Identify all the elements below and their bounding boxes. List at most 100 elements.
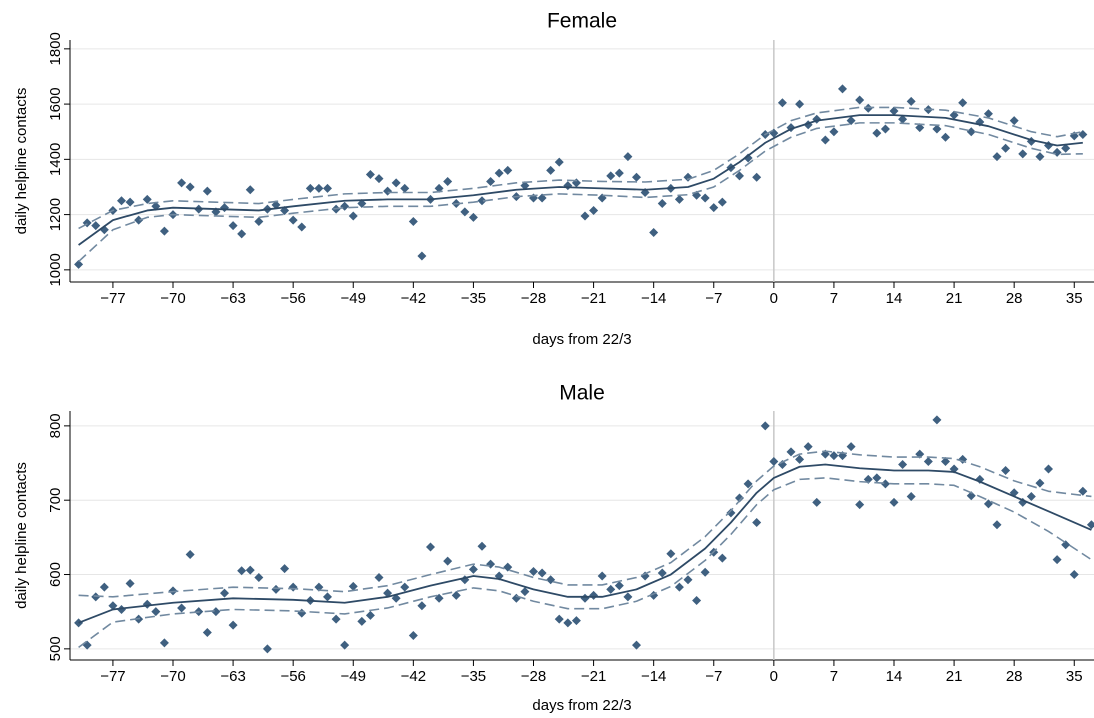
data-point [580, 593, 590, 603]
data-point [846, 442, 856, 452]
y-tick-label: 1600 [47, 87, 64, 120]
data-point [632, 640, 642, 650]
ci-upper [78, 450, 1092, 598]
data-point [795, 454, 805, 464]
x-tick-label: −28 [521, 668, 546, 685]
data-point [966, 127, 976, 137]
data-point [323, 183, 333, 193]
data-point [743, 153, 753, 163]
data-point [855, 95, 865, 105]
x-tick-label: −63 [220, 290, 245, 307]
data-point [297, 222, 307, 232]
data-point [803, 442, 813, 452]
data-point [717, 197, 727, 207]
data-point [889, 497, 899, 507]
x-tick-label: −49 [341, 290, 366, 307]
data-point [735, 171, 745, 181]
data-point [649, 228, 659, 238]
data-point [1001, 465, 1011, 475]
data-point [623, 592, 633, 602]
data-point [606, 171, 616, 181]
data-point [262, 644, 272, 654]
data-point [966, 491, 976, 501]
chart-title: Male [559, 382, 605, 405]
data-point [280, 564, 290, 574]
data-point [941, 132, 951, 142]
data-point [872, 128, 882, 138]
x-tick-label: −35 [461, 668, 486, 685]
x-tick-label: −56 [280, 290, 305, 307]
x-axis-label: days from 22/3 [532, 331, 631, 348]
data-point [752, 172, 762, 182]
data-point [348, 581, 358, 591]
y-tick-label: 1000 [47, 253, 64, 286]
x-tick-label: 21 [946, 290, 963, 307]
data-point [185, 549, 195, 559]
x-tick-label: −56 [280, 668, 305, 685]
data-point [657, 199, 667, 209]
fit-line [78, 114, 1083, 246]
data-point [546, 165, 556, 175]
data-point [537, 568, 547, 578]
x-tick-label: −70 [160, 290, 185, 307]
data-point [1035, 478, 1045, 488]
y-tick-label: 600 [47, 562, 64, 587]
data-point [511, 593, 521, 603]
data-point [331, 614, 341, 624]
data-point [503, 562, 513, 572]
data-point [906, 491, 916, 501]
data-point [357, 199, 367, 209]
data-point [898, 114, 908, 124]
data-point [589, 590, 599, 600]
data-point [443, 556, 453, 566]
data-point [537, 193, 547, 203]
data-point [383, 186, 393, 196]
data-point [297, 608, 307, 618]
data-point [486, 176, 496, 186]
y-tick-label: 700 [47, 488, 64, 513]
data-point [228, 620, 238, 630]
data-point [142, 194, 152, 204]
data-point [228, 221, 238, 231]
data-point [271, 584, 281, 594]
y-axis-label: daily helpline contacts [13, 88, 30, 235]
data-point [554, 157, 564, 167]
x-tick-label: 35 [1066, 668, 1083, 685]
data-point [1052, 147, 1062, 157]
data-point [426, 542, 436, 552]
data-point [915, 123, 925, 133]
data-point [838, 84, 848, 94]
data-point [1026, 491, 1036, 501]
data-point [1009, 116, 1019, 126]
x-tick-label: −21 [581, 290, 606, 307]
data-point [657, 568, 667, 578]
data-point [812, 497, 822, 507]
data-point [108, 601, 118, 611]
data-point [151, 607, 161, 617]
data-point [589, 205, 599, 215]
data-point [674, 194, 684, 204]
data-point [374, 572, 384, 582]
data-point [683, 172, 693, 182]
data-point [1001, 143, 1011, 153]
data-point [159, 638, 169, 648]
data-point [571, 616, 581, 626]
data-point [340, 201, 350, 211]
data-point [91, 221, 101, 231]
data-point [220, 203, 230, 213]
data-point [992, 520, 1002, 530]
data-point [237, 229, 247, 239]
data-point [820, 135, 830, 145]
data-point [220, 588, 230, 598]
data-point [237, 566, 247, 576]
data-point [417, 601, 427, 611]
data-point [520, 587, 530, 597]
data-point [520, 181, 530, 191]
data-point [683, 575, 693, 585]
data-point [760, 421, 770, 431]
data-point [245, 565, 255, 575]
data-point [1086, 520, 1094, 530]
data-point [880, 124, 890, 134]
data-point [408, 217, 418, 226]
